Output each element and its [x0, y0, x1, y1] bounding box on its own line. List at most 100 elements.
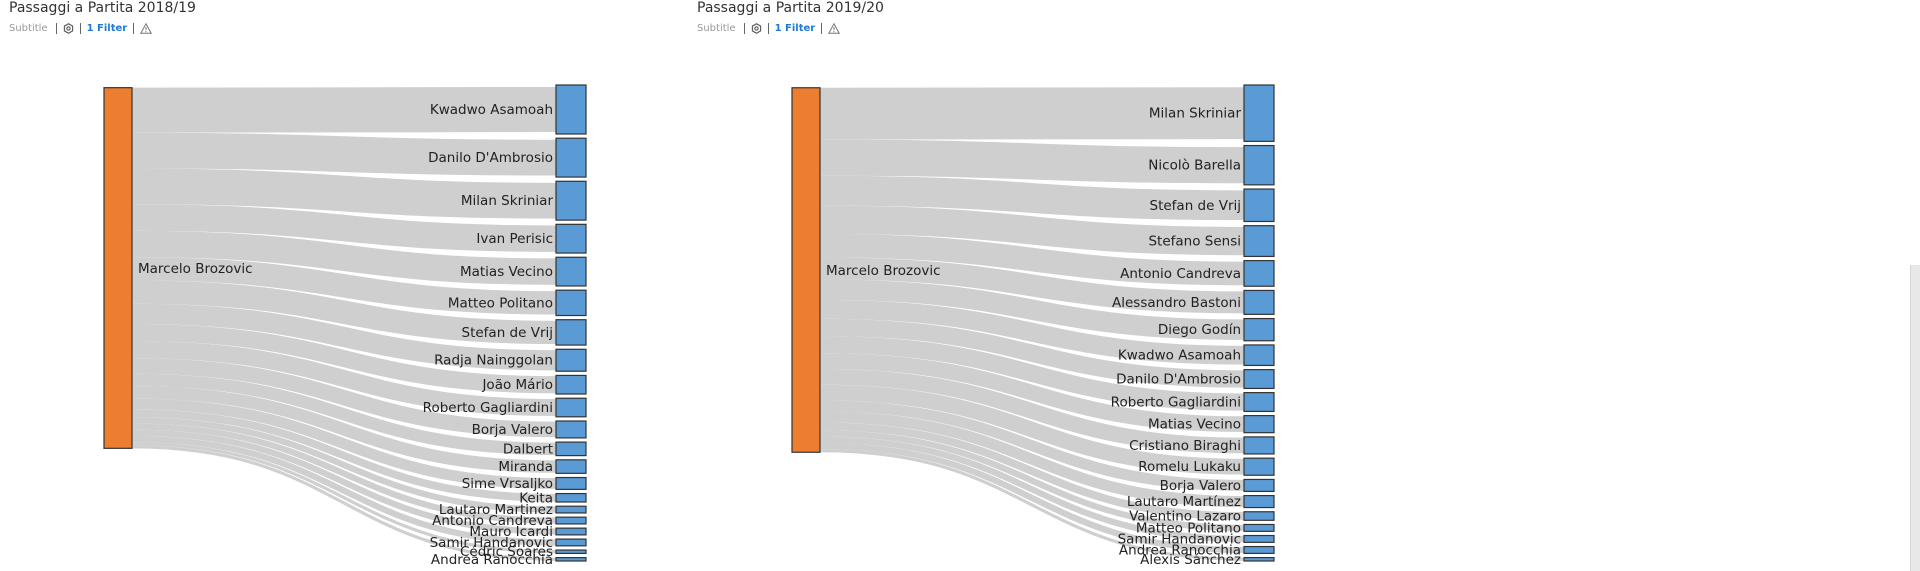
sankey-labels: Kwadwo Asamoah Danilo D'Ambrosio Milan Skr… — [138, 102, 553, 568]
sankey-link[interactable] — [819, 384, 1245, 475]
sankey-link[interactable] — [819, 257, 1245, 314]
target-node[interactable] — [555, 516, 587, 525]
target-node[interactable] — [1243, 392, 1275, 413]
sankey-link[interactable] — [131, 341, 557, 417]
sankey-link[interactable] — [131, 409, 557, 502]
sankey-link[interactable] — [819, 400, 1245, 491]
sankey-link[interactable] — [819, 436, 1245, 543]
target-node[interactable] — [555, 348, 587, 372]
sankey-link[interactable] — [131, 435, 557, 546]
target-node[interactable] — [1243, 494, 1275, 509]
filter-link[interactable]: 1 Filter — [774, 22, 816, 34]
sankey-link[interactable] — [131, 442, 557, 554]
sankey-link[interactable] — [819, 449, 1245, 561]
sankey-link[interactable] — [819, 139, 1245, 184]
sankey-link[interactable] — [131, 373, 557, 456]
target-node[interactable] — [1243, 436, 1275, 455]
target-node[interactable] — [1243, 545, 1275, 554]
source-node[interactable] — [103, 87, 133, 449]
sankey-link[interactable] — [819, 422, 1245, 520]
target-node[interactable] — [1243, 523, 1275, 532]
sankey-link[interactable] — [819, 205, 1245, 256]
sankey-link[interactable] — [131, 386, 557, 473]
target-node[interactable] — [555, 180, 587, 221]
target-node[interactable] — [555, 223, 587, 254]
chart-panel-2018-19: Passaggi a Partita 2018/19 Subtitle 1 Fi… — [0, 0, 680, 571]
target-node[interactable] — [1243, 415, 1275, 434]
sankey-link[interactable] — [819, 233, 1245, 286]
sankey-link[interactable] — [131, 132, 557, 176]
divider — [55, 22, 57, 34]
warning-icon[interactable] — [140, 22, 153, 34]
target-node[interactable] — [1243, 534, 1275, 543]
target-node-label: Radja Nainggolan — [434, 353, 553, 369]
target-node[interactable] — [555, 505, 587, 514]
sankey-link[interactable] — [131, 280, 557, 345]
target-node[interactable] — [555, 84, 587, 135]
sankey-link[interactable] — [131, 429, 557, 535]
source-node[interactable] — [791, 87, 821, 453]
vertical-scrollbar[interactable] — [1910, 265, 1920, 571]
sankey-link[interactable] — [819, 175, 1245, 221]
target-node[interactable] — [1243, 344, 1275, 367]
chart-meta-bar: Subtitle 1 Filter — [9, 21, 153, 35]
target-node[interactable] — [555, 459, 587, 474]
sankey-link[interactable] — [131, 417, 557, 513]
sankey-link[interactable] — [131, 230, 557, 285]
target-node[interactable] — [555, 492, 587, 503]
sankey-link[interactable] — [131, 398, 557, 489]
target-node[interactable] — [1243, 144, 1275, 186]
target-node[interactable] — [1243, 289, 1275, 315]
sankey-link[interactable] — [819, 442, 1245, 554]
sankey-link[interactable] — [819, 299, 1245, 365]
sankey-link[interactable] — [819, 335, 1245, 411]
sankey-link[interactable] — [131, 168, 557, 219]
chart-title: Passaggi a Partita 2019/20 — [697, 0, 884, 16]
target-node[interactable] — [555, 441, 587, 457]
sankey-link[interactable] — [131, 204, 557, 252]
target-node[interactable] — [555, 374, 587, 395]
target-node-label: Mauro Icardi — [469, 524, 553, 540]
target-node[interactable] — [1243, 188, 1275, 223]
sankey-link[interactable] — [131, 303, 557, 371]
warning-icon[interactable] — [828, 22, 841, 34]
sankey-link[interactable] — [131, 358, 557, 438]
target-node[interactable] — [1243, 260, 1275, 287]
sankey-link[interactable] — [131, 323, 557, 394]
target-node[interactable] — [555, 420, 587, 439]
sankey-link[interactable] — [819, 318, 1245, 388]
target-node[interactable] — [555, 538, 587, 547]
target-node-label: Danilo D'Ambrosio — [428, 150, 553, 166]
target-node[interactable] — [555, 256, 587, 287]
target-node[interactable] — [555, 527, 587, 536]
sankey-link[interactable] — [819, 353, 1245, 433]
target-node[interactable] — [555, 319, 587, 346]
target-node[interactable] — [1243, 317, 1275, 342]
sankey-link[interactable] — [819, 411, 1245, 508]
target-node[interactable] — [555, 397, 587, 418]
target-node[interactable] — [1243, 457, 1275, 476]
target-node[interactable] — [1243, 511, 1275, 521]
sankey-link[interactable] — [131, 257, 557, 315]
target-node[interactable] — [555, 557, 587, 562]
settings-icon[interactable] — [63, 22, 74, 34]
target-node[interactable] — [555, 476, 587, 490]
sankey-link[interactable] — [131, 423, 557, 524]
target-node[interactable] — [1243, 556, 1275, 562]
target-node[interactable] — [1243, 84, 1275, 142]
settings-icon[interactable] — [751, 22, 762, 34]
target-node-label: Lautaro Martinez — [439, 502, 553, 518]
target-node[interactable] — [1243, 225, 1275, 258]
target-node[interactable] — [555, 549, 587, 555]
target-node[interactable] — [1243, 478, 1275, 492]
sankey-link[interactable] — [819, 430, 1245, 532]
sankey-link[interactable] — [131, 445, 557, 561]
target-node[interactable] — [1243, 369, 1275, 390]
target-node[interactable] — [555, 137, 587, 178]
sankey-link[interactable] — [131, 86, 557, 133]
target-node[interactable] — [555, 289, 587, 317]
sankey-link[interactable] — [819, 368, 1245, 454]
sankey-link[interactable] — [819, 279, 1245, 340]
target-node-label: Andrea Ranocchia — [1119, 542, 1241, 558]
filter-link[interactable]: 1 Filter — [86, 22, 128, 34]
